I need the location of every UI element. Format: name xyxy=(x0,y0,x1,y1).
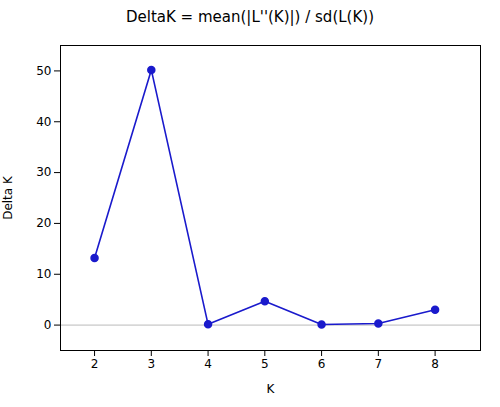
svg-text:K: K xyxy=(267,382,276,396)
svg-text:0: 0 xyxy=(44,318,52,332)
svg-text:Delta K: Delta K xyxy=(1,175,15,220)
svg-text:20: 20 xyxy=(36,216,51,230)
svg-text:7: 7 xyxy=(375,357,383,371)
svg-text:50: 50 xyxy=(36,64,51,78)
html-text:DeltaK = mean(|L''(K)|) / sd(L: DeltaK = mean(|L''(K)|) / sd(L(K)) xyxy=(126,8,374,26)
svg-text:10: 10 xyxy=(36,267,51,281)
svg-text:3: 3 xyxy=(147,357,155,371)
svg-text:8: 8 xyxy=(431,357,439,371)
svg-text:30: 30 xyxy=(36,165,51,179)
svg-text:5: 5 xyxy=(261,357,269,371)
svg-text:40: 40 xyxy=(36,115,51,129)
svg-text:6: 6 xyxy=(318,357,326,371)
svg-text:4: 4 xyxy=(204,357,212,371)
svg-text:2: 2 xyxy=(91,357,99,371)
